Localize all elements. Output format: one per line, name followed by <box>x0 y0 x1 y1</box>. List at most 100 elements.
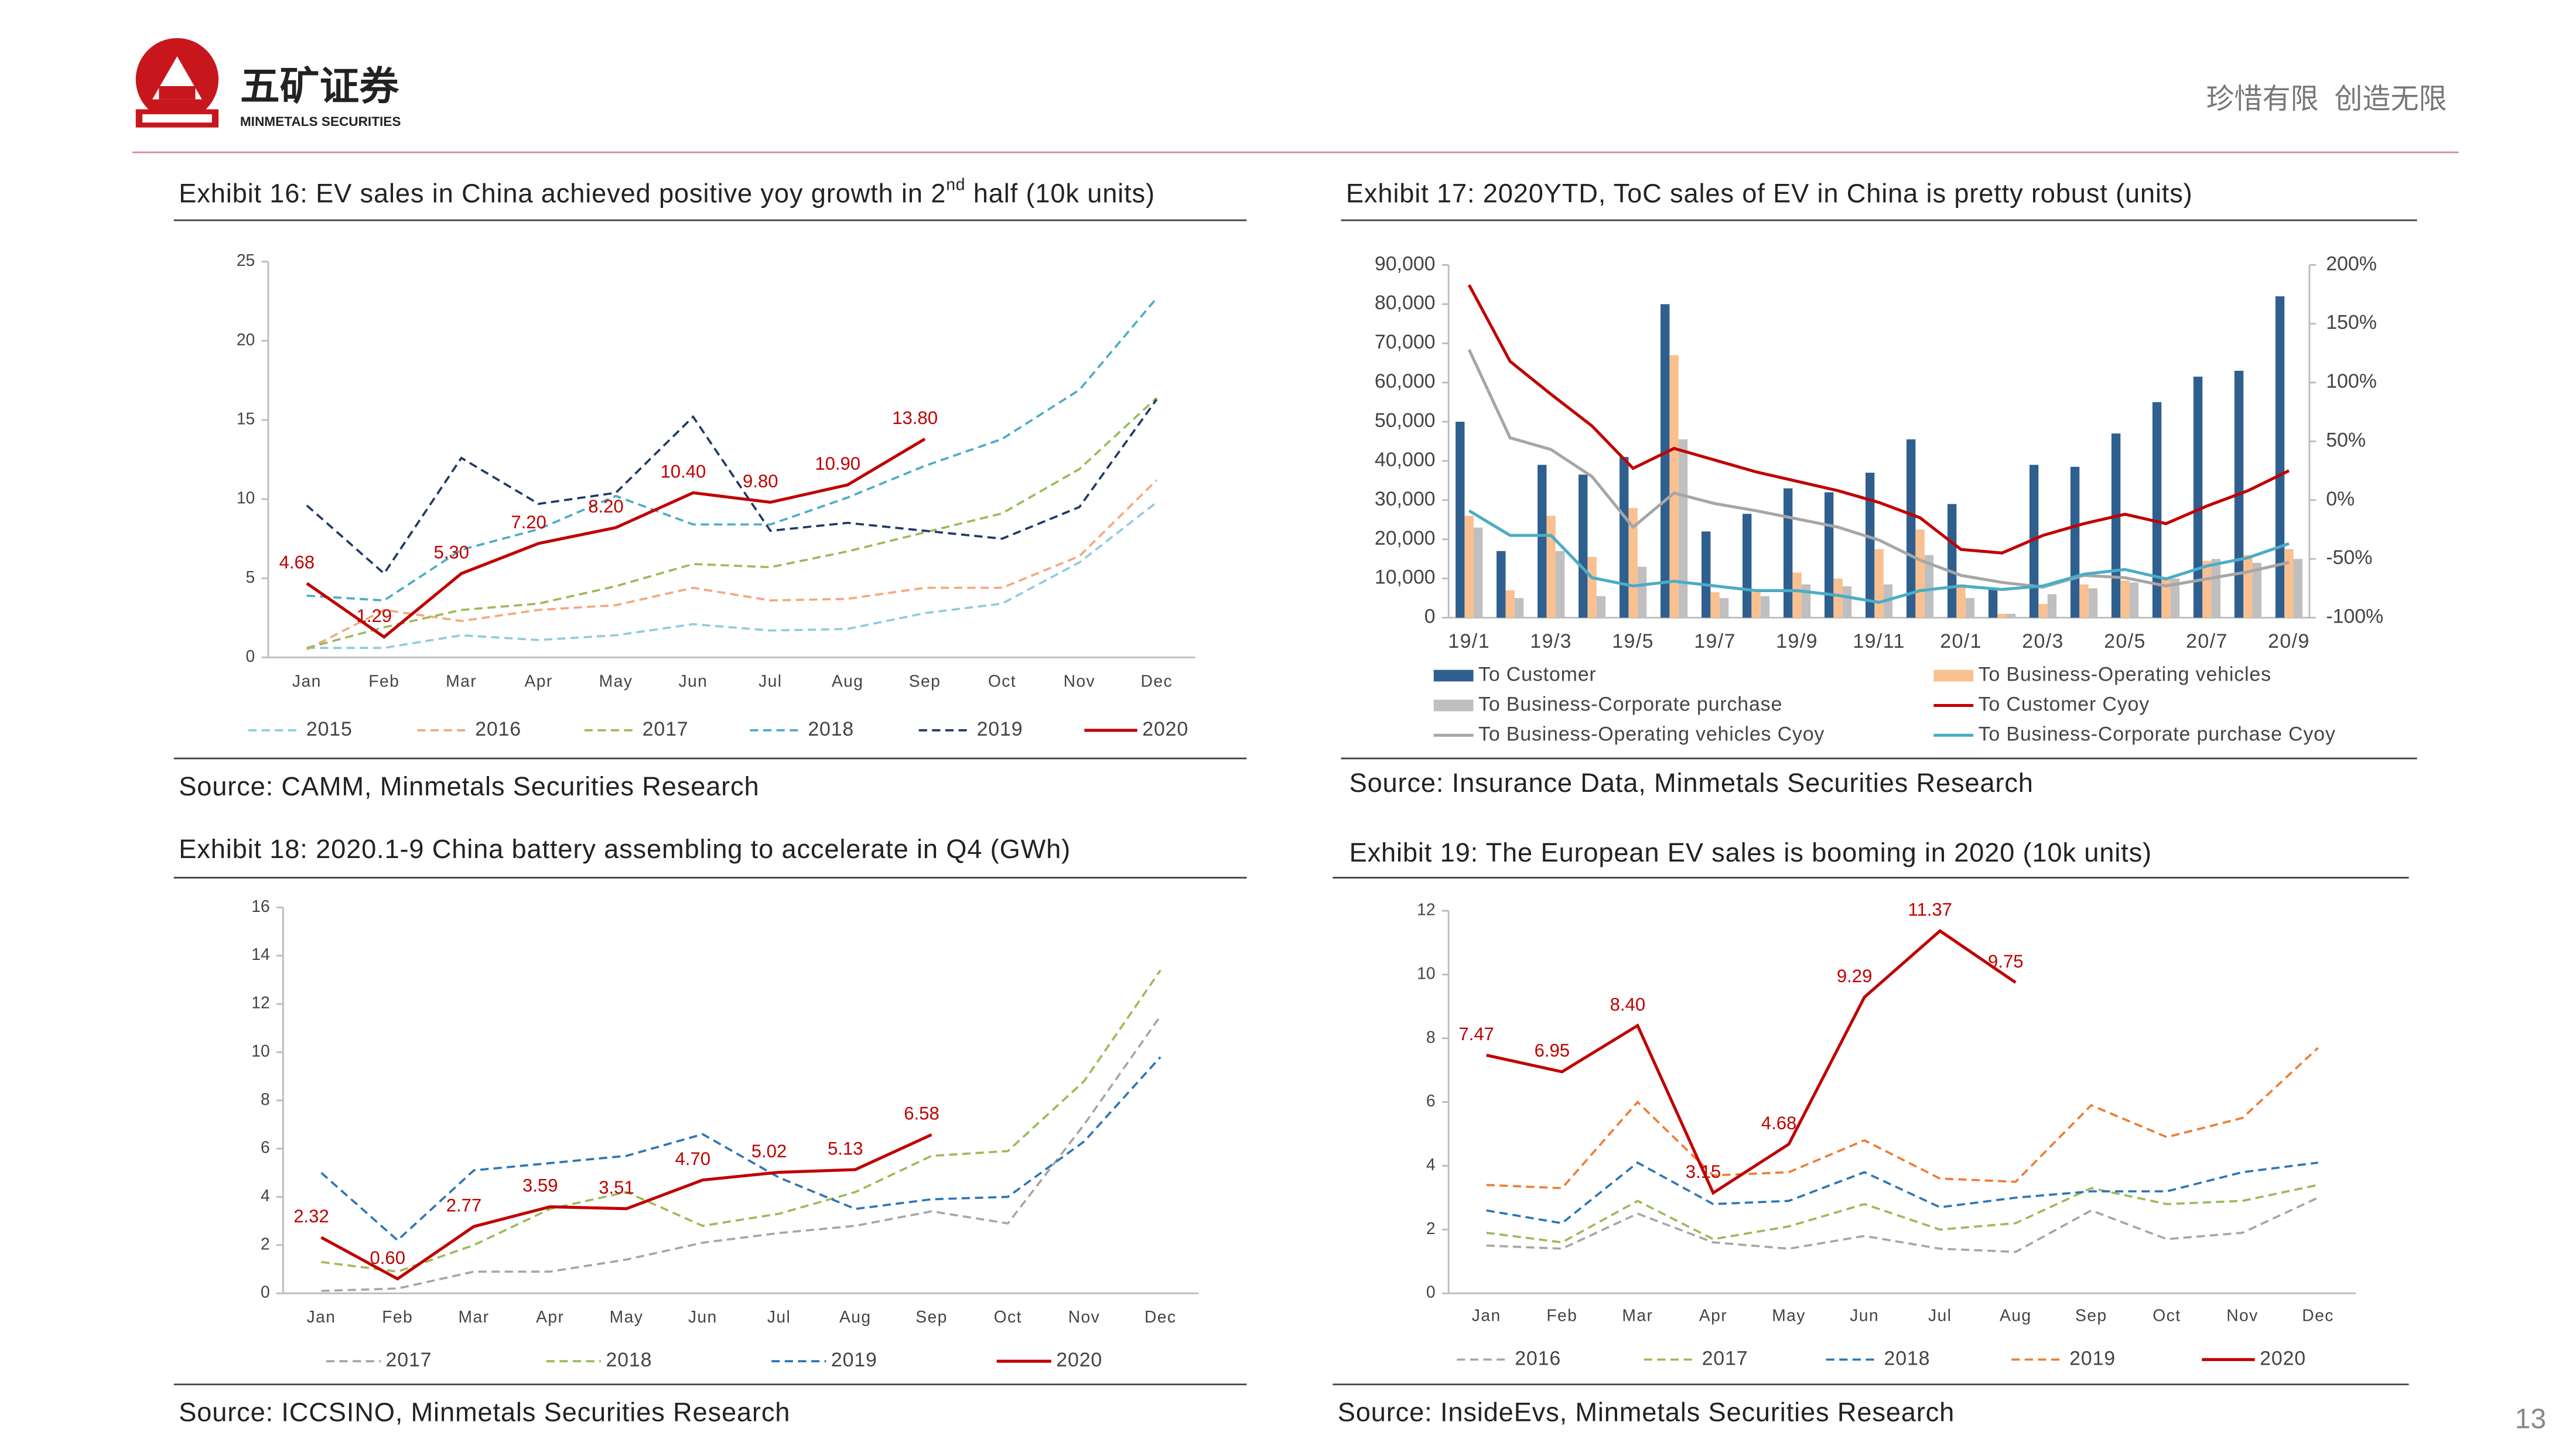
title-part: Exhibit 16: EV sales in China achieved p… <box>179 179 946 209</box>
bar <box>1637 566 1647 618</box>
bar <box>1956 584 1966 618</box>
y-tick-label: 2 <box>1426 1219 1436 1238</box>
data-label: 5.30 <box>433 542 469 563</box>
x-tick-label: Mar <box>1622 1306 1653 1324</box>
data-label: 10.40 <box>661 462 706 482</box>
x-tick-label: Sep <box>909 671 941 690</box>
y-tick-label: 20 <box>237 330 255 348</box>
x-tick-label: Apr <box>536 1307 564 1326</box>
chart-title: Exhibit 18: 2020.1-9 China battery assem… <box>179 834 1071 864</box>
data-label: 3.51 <box>599 1177 634 1198</box>
y-tick-label: 10 <box>251 1041 269 1060</box>
data-label: 3.15 <box>1686 1161 1721 1182</box>
legend-label: 2020 <box>1056 1349 1102 1371</box>
data-label: 5.13 <box>828 1138 863 1158</box>
x-tick-label: Mar <box>446 671 477 690</box>
x-tick-label: May <box>1772 1306 1806 1324</box>
data-label: 9.29 <box>1837 966 1872 986</box>
bar <box>2038 604 2048 618</box>
series-line <box>321 969 1161 1273</box>
bar <box>1947 504 1957 618</box>
x-tick-label: Oct <box>994 1307 1022 1326</box>
source: Source: CAMM, Minmetals Securities Resea… <box>179 771 759 801</box>
bar <box>2120 580 2130 618</box>
x-tick-label: May <box>599 671 633 690</box>
bar <box>2029 464 2039 618</box>
data-label: 9.80 <box>743 471 778 491</box>
bar <box>1596 596 1606 618</box>
y-tick-label: 10 <box>237 488 255 507</box>
bar <box>1456 422 1465 618</box>
legend-label: To Business-Corporate purchase Cyoy <box>1979 723 2336 745</box>
bar <box>1473 527 1483 618</box>
bar <box>1546 515 1556 618</box>
data-label: 0.60 <box>370 1248 405 1268</box>
bar <box>2006 613 2016 618</box>
y-tick-label: 60,000 <box>1375 370 1436 392</box>
bar <box>1833 578 1843 618</box>
bar <box>1661 304 1670 618</box>
data-label: 10.90 <box>815 453 860 474</box>
brand-en: MINMETALS SECURITIES <box>240 114 401 129</box>
data-label: 9.75 <box>1988 951 2023 972</box>
y2-tick-label: 150% <box>2326 312 2377 334</box>
y-tick-label: 6 <box>1426 1091 1436 1110</box>
x-tick-label: 19/11 <box>1853 630 1905 652</box>
legend-label: To Business-Operating vehicles <box>1979 664 2271 686</box>
slogan: 珍惜有限 创造无限 <box>2206 84 2447 115</box>
bar <box>2202 561 2212 618</box>
source: Source: Insurance Data, Minmetals Securi… <box>1350 768 2034 798</box>
legend-label: To Customer Cyoy <box>1979 693 2150 715</box>
bar <box>1678 439 1688 618</box>
y-tick-label: 0 <box>246 647 255 665</box>
y2-tick-label: 100% <box>2326 370 2377 392</box>
x-tick-label: Dec <box>1141 671 1173 690</box>
y-tick-label: 70,000 <box>1375 331 1436 353</box>
bar <box>1997 613 2007 618</box>
bar <box>2193 377 2203 618</box>
bar <box>1620 457 1629 618</box>
bar <box>1988 588 1998 618</box>
x-tick-label: 20/7 <box>2186 630 2228 652</box>
bar <box>1760 596 1770 618</box>
x-tick-label: Feb <box>368 671 399 690</box>
y-tick-label: 40,000 <box>1375 449 1436 471</box>
x-tick-label: 19/7 <box>1694 630 1736 652</box>
series-line <box>1486 1184 2318 1244</box>
legend-label: 2017 <box>1702 1347 1748 1369</box>
bar <box>2088 588 2098 618</box>
data-label: 11.37 <box>1908 900 1952 920</box>
data-label: 13.80 <box>892 408 938 428</box>
y-tick-label: 20,000 <box>1375 527 1436 549</box>
legend-label: 2017 <box>643 718 689 740</box>
x-tick-label: Dec <box>2302 1306 2334 1324</box>
x-tick-label: Jan <box>292 671 322 690</box>
bar <box>1505 590 1515 618</box>
bar <box>1742 514 1752 618</box>
bar <box>1824 492 1834 618</box>
y-tick-label: 0 <box>1426 1283 1436 1301</box>
y-tick-label: 10 <box>1417 963 1435 982</box>
series-line <box>306 501 1157 650</box>
bar <box>1801 584 1811 618</box>
bar <box>1497 551 1506 618</box>
y2-tick-label: 200% <box>2326 252 2377 275</box>
series-line <box>306 479 1158 651</box>
legend-label: 2019 <box>831 1349 877 1371</box>
x-tick-label: 19/9 <box>1776 630 1818 652</box>
x-tick-label: Jun <box>1850 1306 1879 1324</box>
series-line <box>306 297 1158 602</box>
series-line <box>1486 1197 2319 1253</box>
series-line <box>306 398 1158 575</box>
x-tick-label: Feb <box>382 1307 413 1326</box>
data-label: 5.02 <box>751 1141 787 1161</box>
bar <box>1538 464 1547 618</box>
y-tick-label: 2 <box>261 1234 270 1253</box>
legend-label: To Customer <box>1478 664 1596 686</box>
bar <box>1579 474 1588 618</box>
bar <box>2070 467 2080 618</box>
bar <box>2211 559 2221 618</box>
y-tick-label: 12 <box>1417 900 1435 919</box>
bar <box>1628 508 1638 618</box>
x-tick-label: Nov <box>1064 671 1095 690</box>
